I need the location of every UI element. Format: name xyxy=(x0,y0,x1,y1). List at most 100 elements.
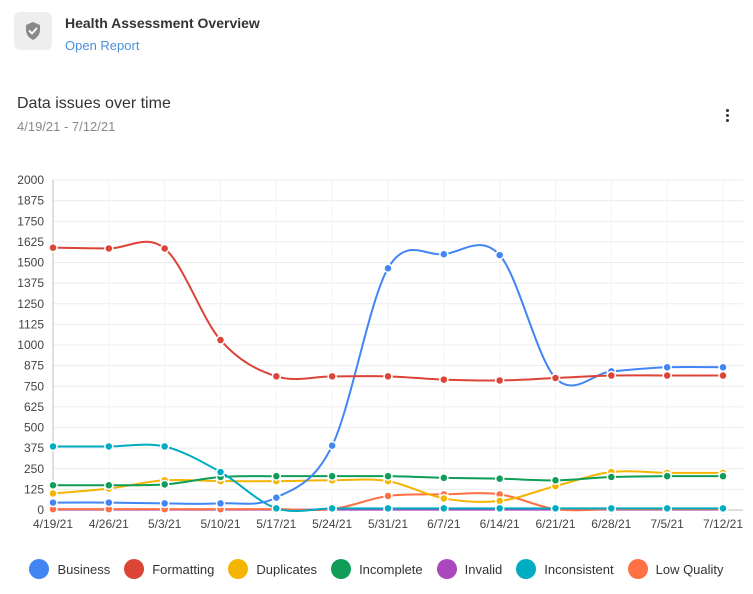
data-point-incomplete xyxy=(494,473,505,484)
y-tick-label: 1625 xyxy=(17,235,44,249)
x-tick-label: 6/14/21 xyxy=(480,517,520,531)
x-tick-label: 5/10/21 xyxy=(200,517,240,531)
data-point-formatting xyxy=(550,373,561,383)
legend-item-invalid[interactable]: Invalid xyxy=(436,559,503,579)
app-title: Health Assessment Overview xyxy=(65,15,260,31)
y-tick-label: 875 xyxy=(24,359,44,373)
data-point-inconsistent xyxy=(215,467,226,477)
data-point-business xyxy=(215,498,226,509)
data-point-low-quality xyxy=(383,491,393,501)
x-tick-label: 5/31/21 xyxy=(368,517,408,531)
legend-label: Duplicates xyxy=(256,561,318,577)
shield-check-icon xyxy=(14,12,52,50)
data-point-incomplete xyxy=(662,471,672,481)
y-tick-label: 1250 xyxy=(17,297,44,311)
data-point-incomplete xyxy=(606,472,617,482)
data-point-business xyxy=(439,249,449,259)
x-tick-label: 4/26/21 xyxy=(89,517,129,531)
legend-swatch xyxy=(516,559,537,579)
legend-swatch xyxy=(627,559,648,579)
legend-swatch xyxy=(29,559,50,579)
x-tick-label: 4/19/21 xyxy=(33,517,73,531)
data-point-business xyxy=(271,492,282,503)
data-point-formatting xyxy=(215,335,226,345)
data-point-business xyxy=(327,440,337,451)
more-vert-icon[interactable] xyxy=(716,103,738,127)
y-tick-label: 1750 xyxy=(17,214,44,228)
data-point-formatting xyxy=(383,371,393,382)
data-point-duplicates xyxy=(48,488,58,499)
data-point-business xyxy=(718,362,728,373)
data-point-incomplete xyxy=(439,473,449,483)
data-point-formatting xyxy=(327,371,337,382)
legend-item-incomplete[interactable]: Incomplete xyxy=(331,559,423,579)
legend-item-inconsistent[interactable]: Inconsistent xyxy=(516,559,614,579)
legend-label: Business xyxy=(57,561,111,577)
y-tick-label: 125 xyxy=(24,482,44,496)
data-point-formatting xyxy=(606,370,617,381)
x-tick-label: 5/3/21 xyxy=(148,517,182,531)
x-tick-label: 5/17/21 xyxy=(256,517,296,531)
data-point-formatting xyxy=(104,243,114,254)
data-point-business xyxy=(494,250,505,260)
chart-legend: Business Formatting Duplicates Incomplete In… xyxy=(0,559,753,579)
data-point-business xyxy=(662,362,672,373)
open-report-link[interactable]: Open Report xyxy=(65,38,140,53)
data-point-formatting xyxy=(271,371,282,382)
data-point-inconsistent xyxy=(718,503,728,514)
legend-label: Low Quality xyxy=(655,561,724,577)
x-tick-label: 6/21/21 xyxy=(535,517,575,531)
data-point-formatting xyxy=(662,370,672,381)
x-tick-label: 6/7/21 xyxy=(427,517,461,531)
legend-label: Formatting xyxy=(152,561,215,577)
data-point-incomplete xyxy=(718,471,728,481)
data-point-incomplete xyxy=(550,475,561,486)
y-tick-label: 1875 xyxy=(17,194,44,208)
legend-swatch xyxy=(124,559,145,579)
data-point-formatting xyxy=(159,243,170,254)
data-point-inconsistent xyxy=(662,503,672,514)
data-point-duplicates xyxy=(439,493,449,504)
legend-item-low-quality[interactable]: Low Quality xyxy=(627,559,724,579)
data-point-incomplete xyxy=(159,479,170,490)
data-point-formatting xyxy=(439,374,449,385)
y-tick-label: 1125 xyxy=(18,317,44,331)
data-point-inconsistent xyxy=(159,441,170,452)
x-tick-label: 6/28/21 xyxy=(591,517,631,531)
data-point-incomplete xyxy=(104,480,114,490)
y-tick-label: 1500 xyxy=(17,256,44,270)
data-point-business xyxy=(104,497,114,508)
data-point-inconsistent xyxy=(550,503,561,514)
y-tick-label: 625 xyxy=(24,400,44,414)
data-point-formatting xyxy=(48,242,58,253)
data-point-incomplete xyxy=(327,471,337,481)
data-point-inconsistent xyxy=(439,503,449,514)
data-point-inconsistent xyxy=(494,503,505,514)
data-point-inconsistent xyxy=(104,441,114,452)
y-tick-label: 0 xyxy=(37,503,44,517)
legend-item-formatting[interactable]: Formatting xyxy=(124,559,214,579)
data-point-incomplete xyxy=(271,471,282,481)
y-tick-label: 2000 xyxy=(17,173,44,187)
y-tick-label: 750 xyxy=(24,379,44,393)
data-point-inconsistent xyxy=(48,441,58,452)
legend-label: Invalid xyxy=(464,561,503,577)
legend-item-duplicates[interactable]: Duplicates xyxy=(228,559,317,579)
legend-item-business[interactable]: Business xyxy=(29,559,110,579)
data-point-business xyxy=(159,498,170,509)
data-point-formatting xyxy=(494,375,505,386)
chart-title: Data issues over time xyxy=(17,95,171,112)
y-tick-label: 250 xyxy=(24,462,44,476)
data-point-inconsistent xyxy=(606,503,617,514)
legend-swatch xyxy=(228,559,249,579)
x-tick-label: 7/12/21 xyxy=(703,517,743,531)
y-tick-label: 500 xyxy=(24,421,44,435)
legend-swatch xyxy=(436,559,457,579)
data-point-inconsistent xyxy=(327,503,337,514)
data-point-incomplete xyxy=(48,480,58,490)
data-point-inconsistent xyxy=(271,503,282,514)
legend-label: Inconsistent xyxy=(544,561,614,577)
data-point-business xyxy=(383,263,393,274)
y-tick-label: 1000 xyxy=(17,338,44,352)
legend-swatch xyxy=(331,559,352,579)
